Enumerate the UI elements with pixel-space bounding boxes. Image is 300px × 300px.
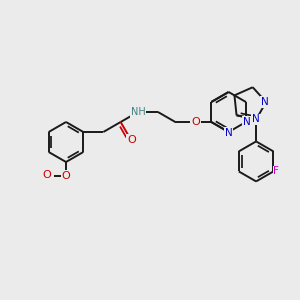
Text: O: O [42,170,51,180]
Text: O: O [127,135,136,145]
Text: N: N [243,117,251,127]
Text: N: N [225,128,232,138]
Text: O: O [61,171,70,181]
Text: N: N [261,97,269,107]
Text: N: N [252,114,260,124]
Text: F: F [274,167,279,176]
Text: O: O [191,117,200,127]
Text: NH: NH [130,107,145,117]
